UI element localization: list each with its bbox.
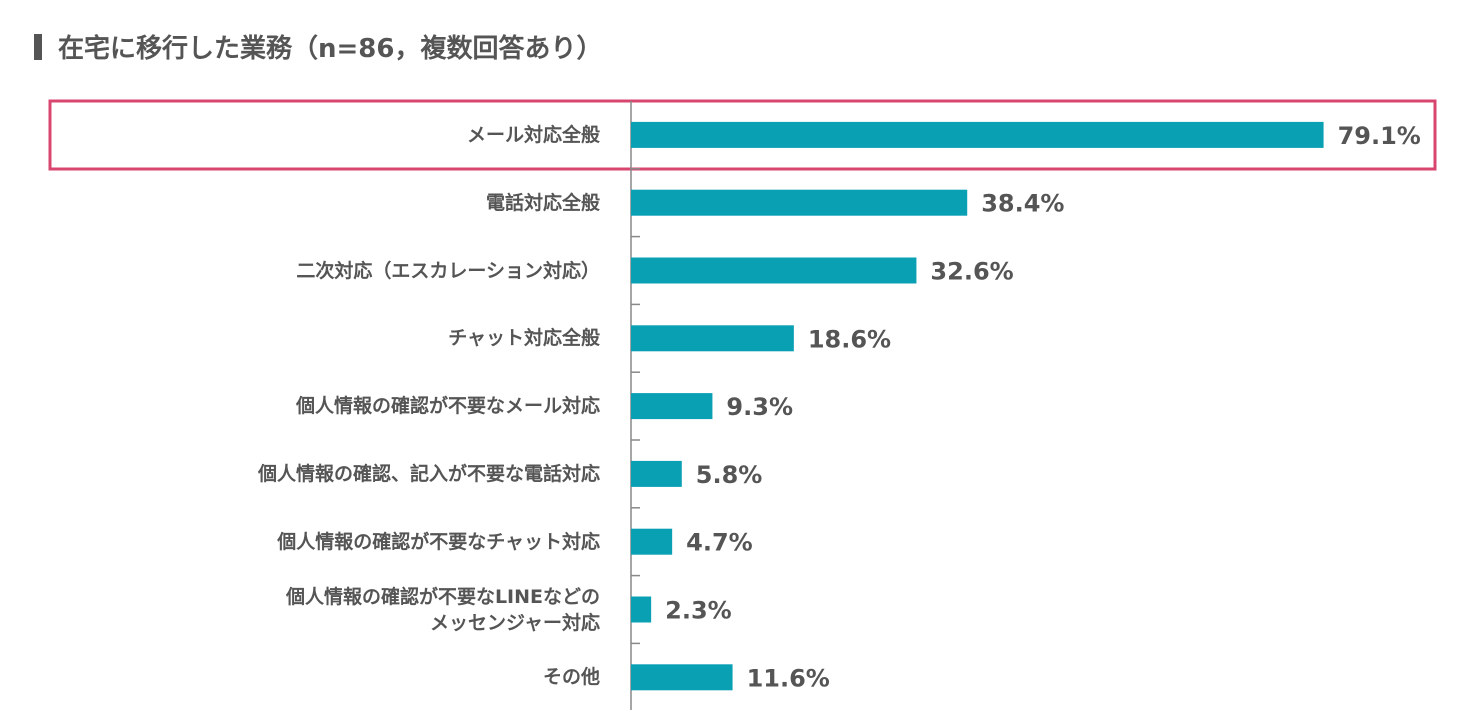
bar — [631, 393, 713, 420]
bar — [631, 460, 682, 487]
highlight-box — [48, 99, 1437, 171]
category-label: 個人情報の確認が不要なチャット対応 — [277, 530, 600, 553]
category-label: その他 — [542, 666, 600, 689]
bar — [631, 596, 652, 623]
value-label: 79.1% — [1338, 122, 1421, 150]
category-label: 電話対応全般 — [485, 191, 600, 214]
bar — [631, 325, 794, 352]
title-marker — [34, 34, 42, 60]
bar — [631, 121, 1324, 148]
value-label: 4.7% — [686, 529, 753, 557]
value-label: 2.3% — [665, 597, 732, 625]
value-label: 5.8% — [696, 461, 763, 489]
value-label: 38.4% — [981, 190, 1064, 218]
category-label: 二次対応（エスカレーション対応） — [296, 259, 600, 282]
chart-title: 在宅に移行した業務（n=86，複数回答あり） — [58, 34, 603, 64]
value-label: 9.3% — [726, 393, 793, 421]
bar — [631, 664, 733, 691]
category-label: メール対応全般 — [466, 123, 600, 146]
bar — [631, 528, 673, 555]
bar — [631, 257, 917, 284]
value-label: 18.6% — [808, 325, 891, 353]
category-label: チャット対応全般 — [448, 327, 600, 350]
value-label: 11.6% — [747, 664, 830, 692]
bar — [631, 189, 968, 216]
category-label: 個人情報の確認が不要なLINEなどの メッセンジャー対応 — [285, 585, 600, 634]
category-label: 個人情報の確認が不要なメール対応 — [295, 395, 600, 418]
value-label: 32.6% — [930, 258, 1013, 286]
category-label: 個人情報の確認、記入が不要な電話対応 — [257, 462, 600, 485]
